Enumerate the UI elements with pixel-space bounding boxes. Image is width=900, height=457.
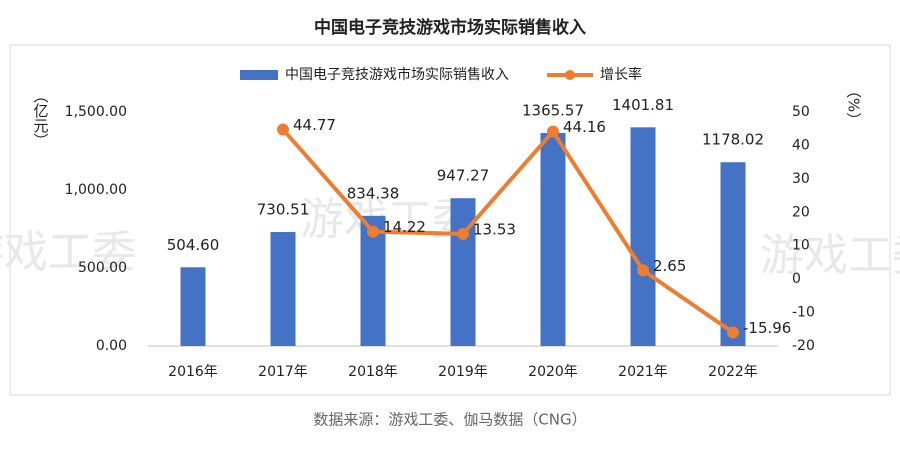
x-tick-label: 2019年 bbox=[438, 364, 488, 380]
x-tick-label: 2022年 bbox=[708, 364, 758, 380]
x-tick-label: 2018年 bbox=[348, 364, 398, 380]
bar bbox=[630, 127, 656, 346]
bar-value-label: 1401.81 bbox=[612, 96, 674, 114]
bar-value-label: 834.38 bbox=[347, 184, 400, 202]
line-value-label: -15.96 bbox=[743, 319, 791, 337]
chart-title: 中国电子竞技游戏市场实际销售收入 bbox=[314, 17, 586, 38]
watermark: 游戏工委 bbox=[760, 230, 900, 281]
bar-value-label: 1178.02 bbox=[702, 131, 764, 149]
line-marker bbox=[727, 326, 739, 339]
bar-value-label: 504.60 bbox=[167, 236, 220, 254]
y-tick-label: 1,000.00 bbox=[65, 182, 127, 198]
watermarks: 游戏工委游戏工委游戏工委 bbox=[0, 194, 900, 281]
watermark: 游戏工委 bbox=[300, 194, 476, 245]
x-tick-label: 2017年 bbox=[258, 364, 308, 380]
line-value-label: 13.53 bbox=[473, 220, 516, 238]
legend-label: 中国电子竞技游戏市场实际销售收入 bbox=[285, 66, 509, 83]
line-marker bbox=[367, 225, 379, 238]
growth-line bbox=[281, 128, 735, 335]
x-tick-label: 2020年 bbox=[528, 364, 578, 380]
y2-tick-label: -10 bbox=[792, 305, 815, 321]
chart-frame bbox=[9, 44, 891, 396]
y2-tick-label: 40 bbox=[792, 137, 810, 153]
line-marker bbox=[277, 123, 289, 136]
y-tick-label: 500.00 bbox=[78, 260, 127, 276]
x-tick-label: 2016年 bbox=[168, 364, 218, 380]
watermark: 游戏工委 bbox=[0, 227, 136, 278]
y2-tick-label: 0 bbox=[792, 271, 801, 287]
bar-value-label: 730.51 bbox=[257, 201, 310, 219]
bar bbox=[270, 232, 296, 346]
y-tick-label: 1,500.00 bbox=[65, 104, 127, 120]
legend-marker bbox=[565, 70, 575, 80]
source-note: 数据来源：游戏工委、伽马数据（CNG） bbox=[313, 411, 586, 429]
x-tick-label: 2021年 bbox=[618, 364, 668, 380]
line-value-label: 44.77 bbox=[293, 116, 336, 134]
line-value-label: 14.22 bbox=[383, 218, 426, 236]
y-axis-title: （亿元） bbox=[32, 88, 50, 148]
y2-tick-label: 50 bbox=[792, 104, 810, 120]
bar bbox=[720, 162, 746, 346]
bar bbox=[180, 267, 206, 346]
y2-tick-label: 10 bbox=[792, 238, 810, 254]
line-marker bbox=[547, 125, 559, 138]
line-marker bbox=[457, 227, 469, 240]
line-value-label: 2.65 bbox=[653, 257, 686, 275]
y2-tick-label: -20 bbox=[792, 338, 815, 354]
line-value-label: 44.16 bbox=[563, 118, 606, 136]
bar bbox=[540, 132, 566, 346]
bar bbox=[450, 198, 476, 346]
y2-tick-label: 20 bbox=[792, 204, 810, 220]
bar-value-label: 1365.57 bbox=[522, 101, 584, 119]
y2-tick-label: 30 bbox=[792, 171, 810, 187]
bar-value-label: 947.27 bbox=[437, 167, 490, 185]
y-tick-label: 0.00 bbox=[96, 338, 127, 354]
legend-label: 增长率 bbox=[600, 66, 642, 83]
y2-axis-title: （%） bbox=[845, 83, 863, 127]
legend-swatch bbox=[240, 70, 278, 80]
line-marker bbox=[637, 264, 649, 277]
